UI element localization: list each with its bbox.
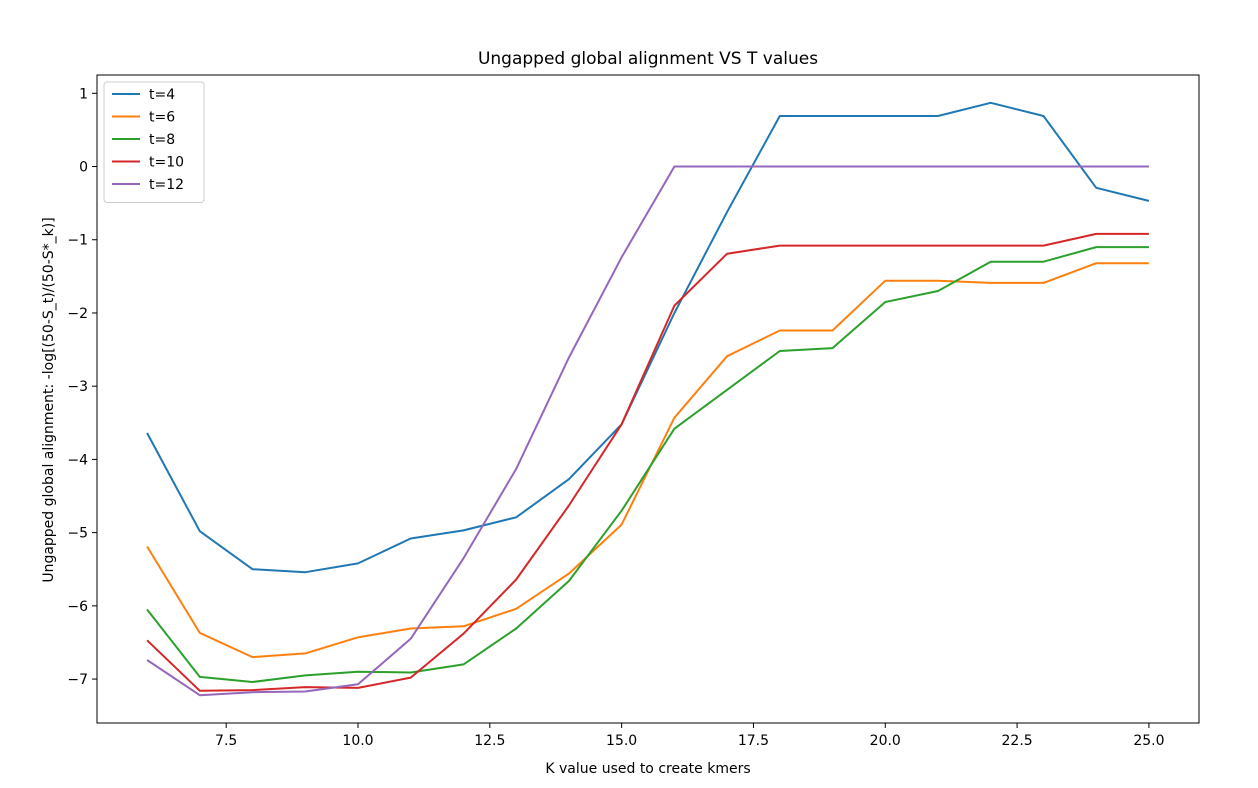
legend-entry: t=12 — [149, 177, 184, 193]
ticks-layer: 7.5 10.0 12.5 15.0 17.5 20.0 22.5 25.0 1 0 −1 −2 −3 −… — [67, 86, 1164, 749]
legend-entry: t=4 — [149, 87, 175, 103]
y-tick-label: −1 — [67, 233, 88, 249]
x-tick-label: 20.0 — [870, 733, 901, 749]
y-tick-label: −2 — [67, 306, 88, 322]
x-tick-label: 12.5 — [474, 733, 505, 749]
y-tick-label: 1 — [79, 86, 88, 102]
x-tick-label: 17.5 — [738, 733, 769, 749]
chart-title: Ungapped global alignment VS T values — [478, 49, 818, 69]
series-line-t-6 — [146, 262, 1149, 659]
y-tick-label: −6 — [67, 599, 88, 615]
legend-entry: t=8 — [149, 132, 175, 148]
y-axis-label: Ungapped global alignment: -log[(50-S_t)… — [41, 217, 57, 582]
x-axis-label: K value used to create kmers — [545, 761, 750, 777]
series-layer — [146, 101, 1150, 697]
legend-entry: t=6 — [149, 110, 175, 126]
plot-frame — [96, 74, 1200, 724]
x-tick-label: 25.0 — [1133, 733, 1164, 749]
x-tick-label: 22.5 — [1002, 733, 1033, 749]
legend-box — [103, 81, 205, 203]
series-line-t-8 — [146, 246, 1149, 683]
series-line-t-12 — [146, 165, 1149, 697]
y-tick-label: −3 — [67, 379, 88, 395]
x-tick-label: 15.0 — [606, 733, 637, 749]
y-tick-label: −4 — [67, 452, 88, 468]
x-tick-label: 7.5 — [215, 733, 237, 749]
y-tick-label: −7 — [67, 672, 88, 688]
y-tick-label: −5 — [67, 526, 88, 542]
x-tick-label: 10.0 — [342, 733, 373, 749]
series-line-t-4 — [146, 101, 1150, 574]
series-line-t-10 — [146, 232, 1149, 692]
y-tick-label: 0 — [79, 160, 88, 176]
legend-entry: t=10 — [149, 155, 184, 171]
legend: t=4 t=6 t=8 t=10 t=12 — [103, 81, 205, 203]
